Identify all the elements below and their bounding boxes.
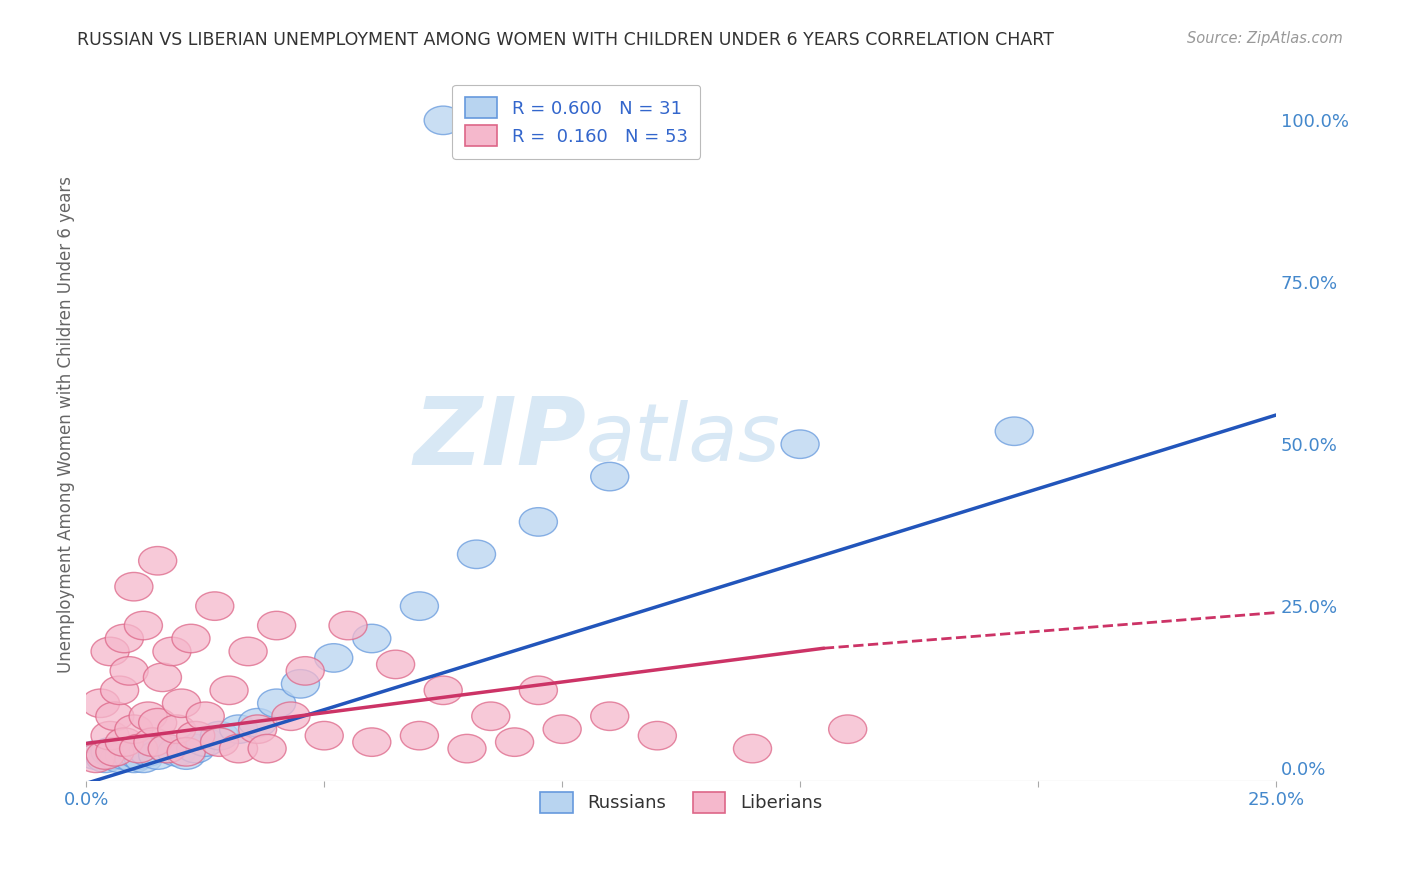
Ellipse shape	[257, 611, 295, 640]
Ellipse shape	[91, 722, 129, 750]
Ellipse shape	[315, 644, 353, 673]
Ellipse shape	[148, 734, 186, 763]
Ellipse shape	[734, 734, 772, 763]
Ellipse shape	[591, 702, 628, 731]
Ellipse shape	[139, 708, 177, 737]
Ellipse shape	[219, 734, 257, 763]
Ellipse shape	[782, 430, 820, 458]
Ellipse shape	[157, 738, 195, 766]
Ellipse shape	[115, 573, 153, 601]
Ellipse shape	[519, 508, 557, 536]
Ellipse shape	[305, 722, 343, 750]
Ellipse shape	[96, 741, 134, 769]
Ellipse shape	[201, 728, 239, 756]
Ellipse shape	[163, 689, 201, 717]
Ellipse shape	[229, 637, 267, 665]
Ellipse shape	[377, 650, 415, 679]
Ellipse shape	[129, 702, 167, 731]
Ellipse shape	[115, 744, 153, 772]
Ellipse shape	[143, 663, 181, 691]
Ellipse shape	[329, 611, 367, 640]
Y-axis label: Unemployment Among Women with Children Under 6 years: Unemployment Among Women with Children U…	[58, 177, 75, 673]
Ellipse shape	[77, 744, 115, 772]
Ellipse shape	[139, 547, 177, 575]
Ellipse shape	[82, 689, 120, 717]
Ellipse shape	[401, 592, 439, 620]
Ellipse shape	[124, 744, 163, 772]
Text: ZIP: ZIP	[413, 393, 586, 485]
Ellipse shape	[638, 722, 676, 750]
Ellipse shape	[425, 106, 463, 135]
Ellipse shape	[472, 702, 510, 731]
Ellipse shape	[186, 728, 225, 756]
Ellipse shape	[209, 676, 247, 705]
Ellipse shape	[495, 728, 534, 756]
Ellipse shape	[828, 714, 866, 743]
Ellipse shape	[139, 741, 177, 769]
Ellipse shape	[105, 728, 143, 756]
Ellipse shape	[457, 540, 495, 568]
Ellipse shape	[153, 637, 191, 665]
Ellipse shape	[96, 702, 134, 731]
Ellipse shape	[86, 741, 124, 769]
Ellipse shape	[110, 657, 148, 685]
Ellipse shape	[115, 714, 153, 743]
Legend: Russians, Liberians: Russians, Liberians	[527, 780, 835, 825]
Ellipse shape	[86, 744, 124, 772]
Ellipse shape	[239, 708, 277, 737]
Ellipse shape	[167, 741, 205, 769]
Ellipse shape	[124, 611, 163, 640]
Ellipse shape	[219, 714, 257, 743]
Ellipse shape	[591, 462, 628, 491]
Ellipse shape	[543, 714, 581, 743]
Ellipse shape	[172, 624, 209, 653]
Ellipse shape	[148, 734, 186, 763]
Ellipse shape	[519, 676, 557, 705]
Ellipse shape	[195, 592, 233, 620]
Ellipse shape	[101, 744, 139, 772]
Ellipse shape	[239, 714, 277, 743]
Ellipse shape	[353, 728, 391, 756]
Text: atlas: atlas	[586, 400, 780, 478]
Ellipse shape	[129, 738, 167, 766]
Ellipse shape	[186, 702, 225, 731]
Ellipse shape	[271, 702, 309, 731]
Ellipse shape	[449, 734, 486, 763]
Ellipse shape	[167, 738, 205, 766]
Ellipse shape	[281, 670, 319, 698]
Ellipse shape	[120, 741, 157, 769]
Ellipse shape	[995, 417, 1033, 445]
Ellipse shape	[201, 722, 239, 750]
Ellipse shape	[91, 738, 129, 766]
Ellipse shape	[177, 734, 215, 763]
Ellipse shape	[425, 676, 463, 705]
Ellipse shape	[177, 722, 215, 750]
Text: RUSSIAN VS LIBERIAN UNEMPLOYMENT AMONG WOMEN WITH CHILDREN UNDER 6 YEARS CORRELA: RUSSIAN VS LIBERIAN UNEMPLOYMENT AMONG W…	[77, 31, 1054, 49]
Ellipse shape	[105, 624, 143, 653]
Text: Source: ZipAtlas.com: Source: ZipAtlas.com	[1187, 31, 1343, 46]
Ellipse shape	[105, 741, 143, 769]
Ellipse shape	[77, 741, 115, 769]
Ellipse shape	[401, 722, 439, 750]
Ellipse shape	[287, 657, 325, 685]
Ellipse shape	[101, 676, 139, 705]
Ellipse shape	[120, 734, 157, 763]
Ellipse shape	[110, 738, 148, 766]
Ellipse shape	[96, 738, 134, 766]
Ellipse shape	[257, 689, 295, 717]
Ellipse shape	[157, 714, 195, 743]
Ellipse shape	[134, 728, 172, 756]
Ellipse shape	[353, 624, 391, 653]
Ellipse shape	[91, 637, 129, 665]
Ellipse shape	[247, 734, 287, 763]
